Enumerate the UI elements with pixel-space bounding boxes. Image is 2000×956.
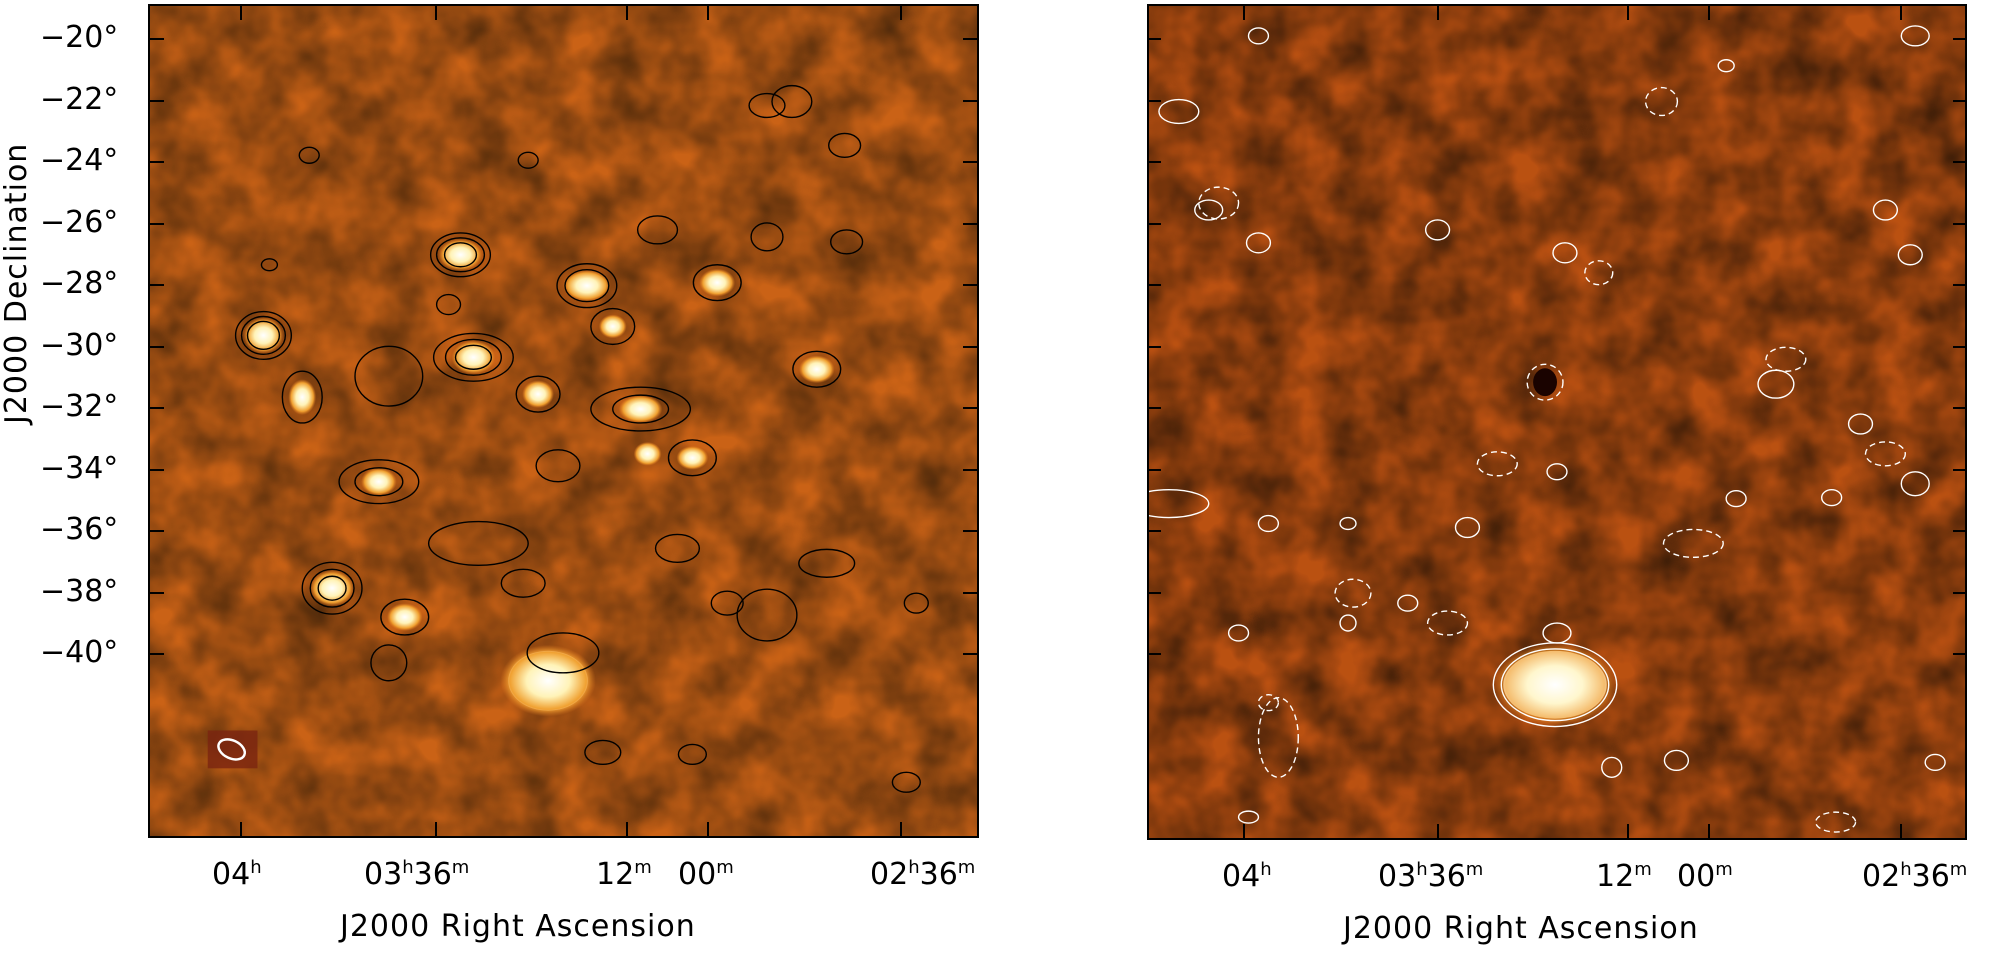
tick-mark — [148, 161, 164, 163]
tick-mark — [148, 99, 164, 102]
tick-mark — [1147, 345, 1161, 348]
x-axis-title-right: J2000 Right Ascension — [1343, 911, 1699, 946]
tick-mark — [1900, 824, 1902, 840]
tick-mark — [148, 407, 164, 409]
tick-mark — [1953, 407, 1967, 409]
tick-mark — [1147, 284, 1161, 286]
tick-mark — [1147, 222, 1161, 225]
y-tick-label: −34° — [40, 450, 119, 486]
y-tick-label: −26° — [40, 204, 119, 240]
tick-mark — [1147, 468, 1161, 471]
tick-mark — [1627, 4, 1629, 20]
x-tick-label: 04h — [1222, 859, 1272, 894]
tick-mark — [1953, 161, 1967, 163]
tick-mark — [963, 468, 979, 471]
tick-mark — [1708, 4, 1710, 20]
x-tick-label: 12m — [1596, 859, 1652, 894]
tick-mark — [1147, 161, 1161, 163]
beam-box — [207, 730, 258, 769]
tick-mark — [148, 468, 164, 471]
tick-mark — [707, 4, 709, 20]
tick-mark — [1953, 653, 1967, 655]
tick-mark — [1437, 824, 1439, 840]
y-tick-label: −20° — [40, 20, 119, 55]
tick-mark — [1147, 407, 1161, 409]
right-sources — [1493, 368, 1617, 727]
tick-mark — [1147, 530, 1161, 532]
tick-mark — [1953, 468, 1967, 471]
tick-mark — [148, 653, 164, 655]
tick-mark — [626, 822, 628, 838]
tick-mark — [1953, 38, 1967, 40]
tick-mark — [1900, 4, 1902, 20]
y-tick-label: −36° — [40, 512, 119, 547]
x-tick-label: 12m — [596, 857, 652, 892]
tick-mark — [963, 407, 979, 409]
tick-mark — [963, 161, 979, 163]
tick-mark — [1953, 284, 1967, 286]
right-contours — [1149, 25, 1946, 833]
tick-mark — [148, 530, 164, 532]
tick-mark — [435, 822, 437, 838]
tick-mark — [963, 38, 979, 40]
tick-mark — [1953, 530, 1967, 532]
tick-mark — [963, 222, 979, 225]
tick-mark — [1243, 824, 1245, 840]
tick-mark — [148, 38, 164, 40]
tick-mark — [148, 345, 164, 348]
tick-mark — [1953, 99, 1967, 102]
x-tick-label: 02h36m — [870, 857, 976, 892]
tick-mark — [707, 822, 709, 838]
tick-mark — [963, 591, 979, 594]
tick-mark — [1953, 345, 1967, 348]
beam-ellipse — [217, 738, 247, 761]
tick-mark — [900, 822, 902, 838]
tick-mark — [963, 345, 979, 348]
x-tick-label: 04h — [212, 857, 262, 892]
tick-mark — [435, 4, 437, 20]
x-tick-label: 03h36m — [1378, 859, 1484, 894]
tick-mark — [963, 99, 979, 102]
x-tick-label: 00m — [678, 857, 734, 892]
tick-mark — [1147, 38, 1161, 40]
tick-mark — [240, 822, 242, 838]
tick-mark — [900, 4, 902, 20]
tick-mark — [1437, 4, 1439, 20]
tick-mark — [1627, 824, 1629, 840]
y-tick-label: −32° — [40, 389, 119, 424]
tick-mark — [1147, 653, 1161, 655]
tick-mark — [1147, 99, 1161, 102]
left-image-panel — [148, 4, 979, 838]
tick-mark — [148, 222, 164, 225]
tick-mark — [1953, 222, 1967, 225]
y-tick-label: −24° — [40, 143, 119, 178]
tick-mark — [148, 591, 164, 594]
tick-mark — [626, 4, 628, 20]
y-tick-label: −38° — [40, 573, 119, 609]
tick-mark — [1147, 591, 1161, 594]
right-radio-map — [1149, 6, 1965, 838]
left-radio-map — [150, 6, 977, 836]
y-tick-label: −28° — [40, 266, 119, 301]
y-axis-title: J2000 Declination — [0, 142, 34, 424]
tick-mark — [1243, 4, 1245, 20]
y-tick-label: −22° — [40, 81, 119, 117]
tick-mark — [1953, 591, 1967, 594]
right-image-panel — [1147, 4, 1967, 840]
tick-mark — [148, 284, 164, 286]
tick-mark — [963, 653, 979, 655]
tick-mark — [963, 284, 979, 286]
left-contours — [234, 84, 929, 793]
y-tick-label: −40° — [40, 635, 119, 670]
tick-mark — [240, 4, 242, 20]
x-tick-label: 00m — [1677, 859, 1733, 894]
x-axis-title-left: J2000 Right Ascension — [340, 909, 696, 944]
tick-mark — [1708, 824, 1710, 840]
x-tick-label: 03h36m — [364, 857, 470, 892]
y-tick-label: −30° — [40, 327, 119, 363]
x-tick-label: 02h36m — [1862, 859, 1968, 894]
tick-mark — [963, 530, 979, 532]
